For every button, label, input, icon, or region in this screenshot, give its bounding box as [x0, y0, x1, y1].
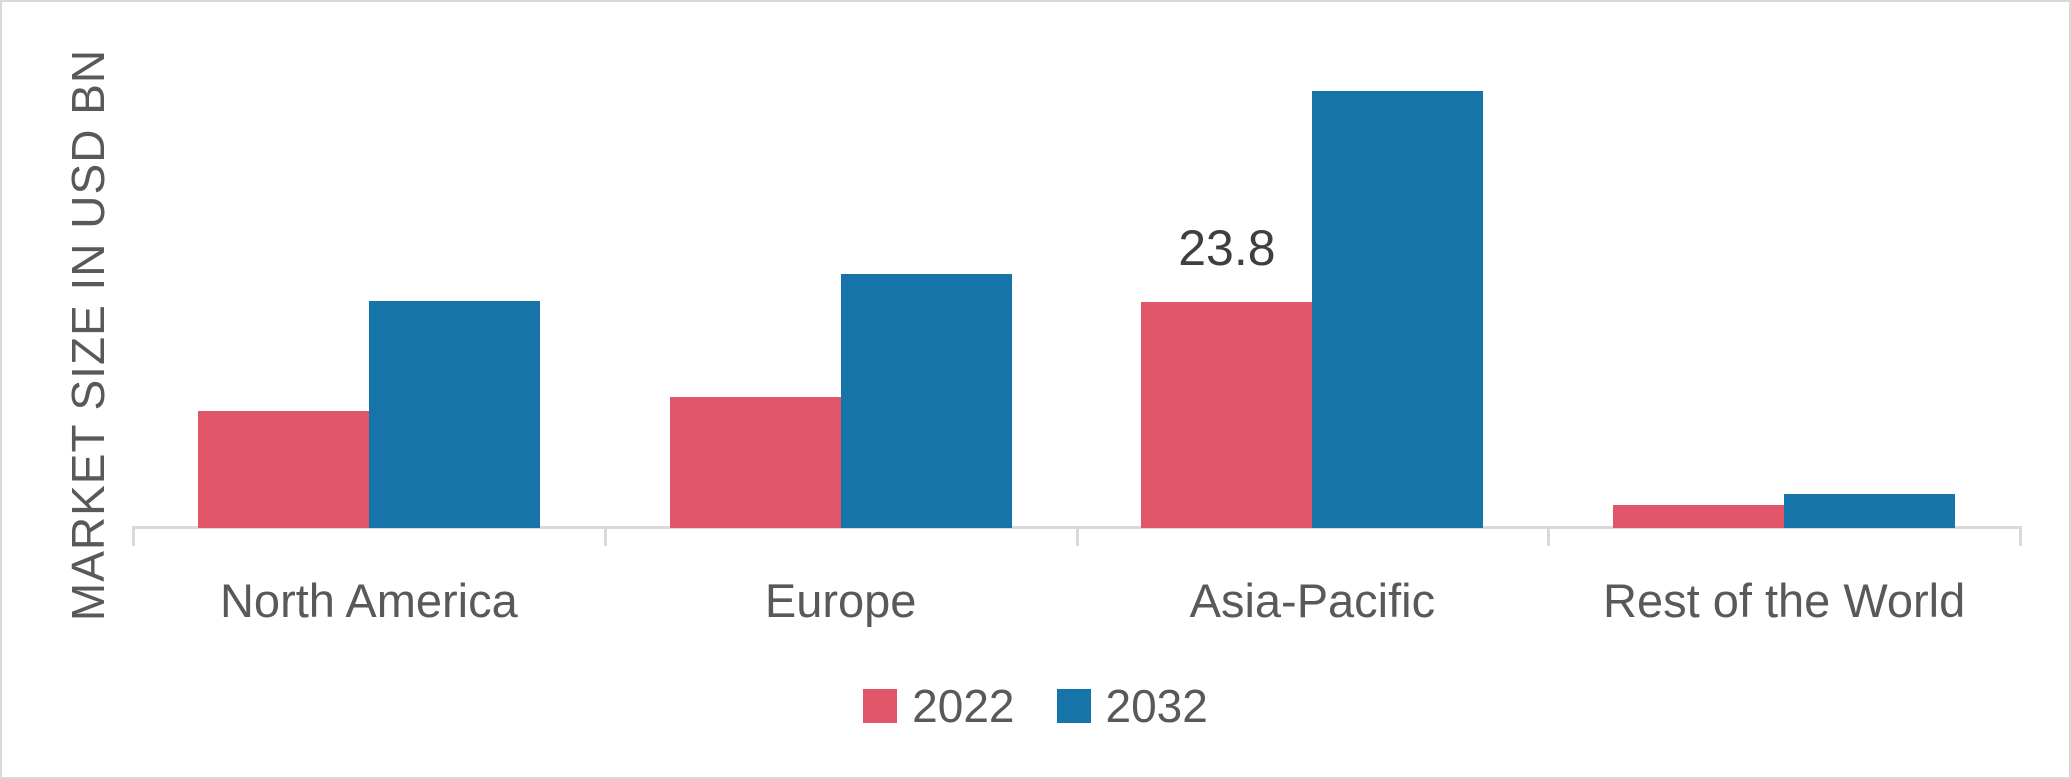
bar-2032-europe: [840, 274, 1012, 528]
legend: 2022 2032: [2, 683, 2069, 729]
x-axis-tick: [1547, 526, 1551, 546]
legend-item-2022: 2022: [863, 680, 1015, 732]
x-axis-tick: [132, 526, 135, 546]
bar-2022-rest-of-the-world: [1613, 505, 1785, 528]
x-axis-tick: [2019, 526, 2022, 546]
x-axis-tick: [1075, 526, 1079, 546]
bar-2022-europe: [669, 396, 841, 528]
bar-2032-rest-of-the-world: [1784, 493, 1956, 528]
bar-2022-asia-pacific: [1141, 301, 1313, 528]
bar-2032-asia-pacific: [1312, 91, 1484, 528]
data-label-asia-pacific-2022: 23.8: [1178, 219, 1276, 276]
legend-swatch-2032: [1056, 689, 1091, 723]
bar-2032-north-america: [368, 300, 540, 528]
legend-label-2032: 2032: [1105, 680, 1208, 732]
legend-label-2022: 2022: [912, 680, 1015, 732]
legend-swatch-2022: [863, 689, 898, 723]
x-axis-tick: [603, 526, 607, 546]
x-axis-label-asia-pacific: Asia-Pacific: [1189, 574, 1436, 627]
bar-2022-north-america: [197, 411, 369, 528]
x-axis-label-north-america: North America: [219, 574, 518, 627]
x-axis-label-europe: Europe: [764, 574, 917, 627]
x-axis-label-rest-of-the-world: Rest of the World: [1603, 574, 1966, 627]
legend-item-2032: 2032: [1056, 680, 1208, 732]
